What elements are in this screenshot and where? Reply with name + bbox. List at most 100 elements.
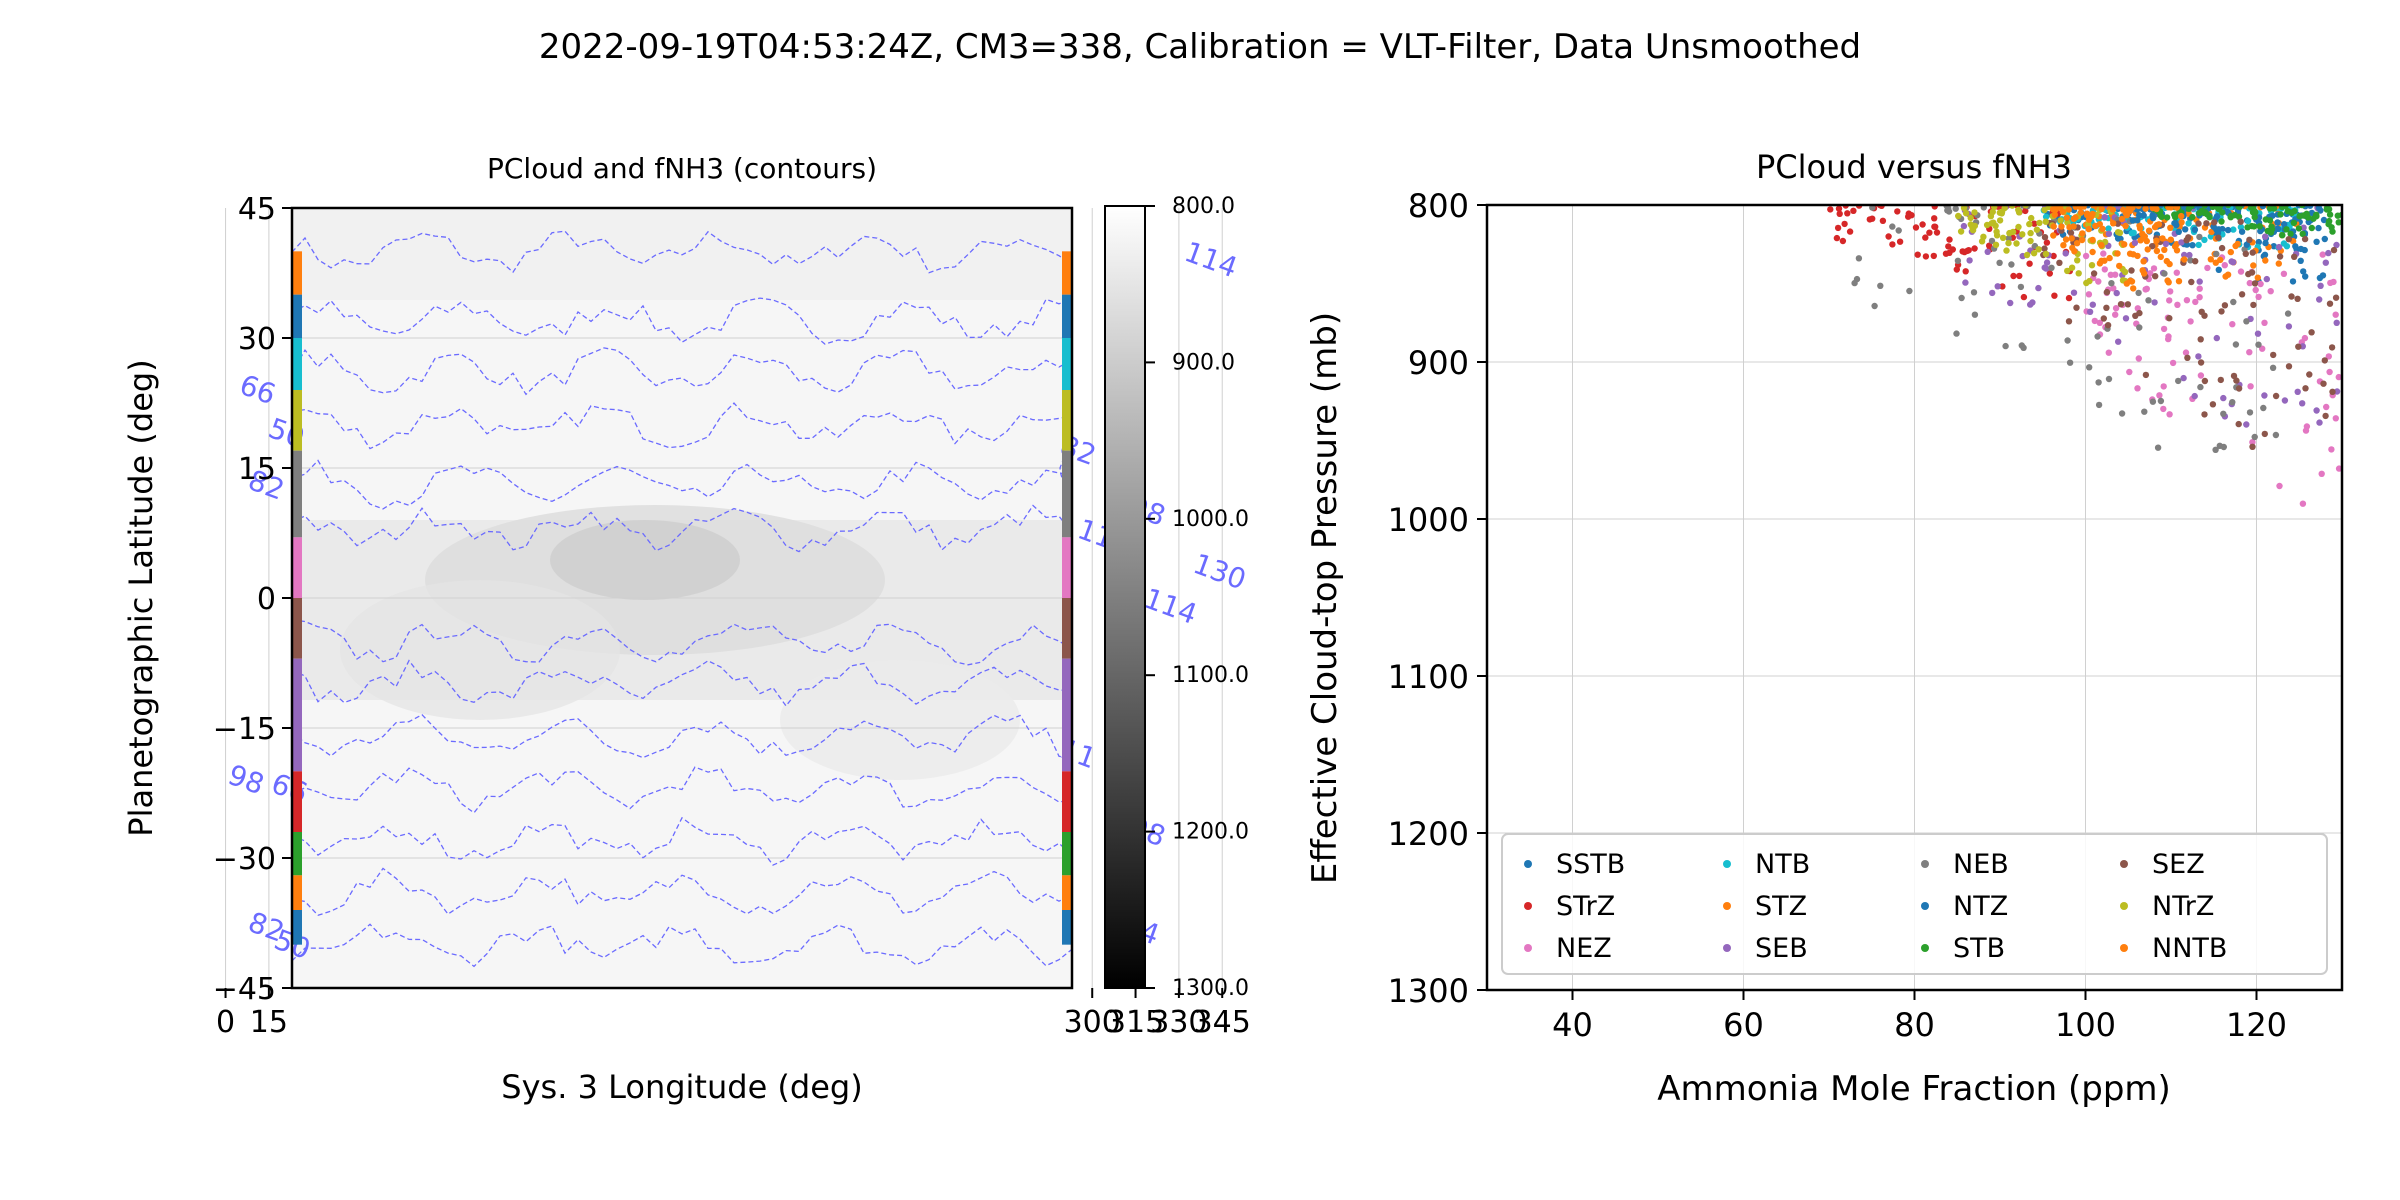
scatter-point-sez xyxy=(2238,291,2246,298)
scatter-point-nez xyxy=(2325,353,2332,360)
scatter-point-neb xyxy=(2086,364,2093,371)
scatter-point-ntrz xyxy=(2005,239,2012,247)
scatter-point-sstb xyxy=(2261,251,2269,258)
scatter-point-seb xyxy=(2196,278,2203,285)
scatter-point-seb xyxy=(2178,239,2185,246)
scatter-point-sez xyxy=(2272,392,2280,400)
scatter-point-sez xyxy=(2230,372,2238,380)
legend-marker-stz xyxy=(1723,902,1731,910)
scatter-point-ntrz xyxy=(2033,226,2041,233)
colorbar-gradient xyxy=(1104,205,1146,989)
scatter-point-nntb xyxy=(2163,257,2170,265)
scatter-point-strz xyxy=(2051,292,2058,299)
contour-label: 114 xyxy=(1140,582,1202,631)
scatter-point-nez xyxy=(2183,297,2191,304)
scatter-point-seb xyxy=(2180,374,2187,382)
scatter-point-ntz xyxy=(2136,212,2143,219)
scatter-point-strz xyxy=(1879,217,1887,224)
scatter-point-nez xyxy=(2335,465,2342,472)
scatter-point-seb xyxy=(2316,419,2323,426)
scatter-y-tick-label: 800 xyxy=(1408,187,1469,225)
scatter-point-neb xyxy=(2048,264,2055,271)
legend-marker-ntb xyxy=(1723,860,1731,868)
scatter-point-nez xyxy=(2204,264,2211,272)
scatter-point-ntrz xyxy=(1960,205,1968,212)
scatter-point-nez xyxy=(2299,500,2307,507)
scatter-point-sez xyxy=(2294,295,2301,302)
legend-marker-nntb xyxy=(2120,944,2128,952)
scatter-point-nntb xyxy=(2114,250,2121,257)
scatter-point-strz xyxy=(1922,253,1930,260)
colorbar-tick-label: 1200.0 xyxy=(1172,820,1249,845)
scatter-point-ntz xyxy=(2262,239,2269,247)
band-bar-left-stz xyxy=(292,875,302,910)
scatter-point-nntb xyxy=(2121,241,2128,248)
scatter-point-strz xyxy=(1999,283,2006,290)
scatter-point-stz xyxy=(2207,256,2214,263)
scatter-point-ntz xyxy=(2292,243,2299,250)
scatter-point-stb xyxy=(2157,212,2164,219)
scatter-point-sez xyxy=(2320,380,2327,387)
scatter-point-stb xyxy=(2266,217,2274,224)
contour-line xyxy=(292,816,1072,866)
contour-line xyxy=(292,402,1072,450)
scatter-point-neb xyxy=(1871,302,1878,310)
scatter-point-stz xyxy=(2173,241,2180,248)
scatter-point-nntb xyxy=(2089,236,2096,244)
scatter-point-nez xyxy=(2332,311,2339,318)
scatter-point-seb xyxy=(2122,315,2130,322)
scatter-point-ntrz xyxy=(2088,262,2096,269)
scatter-point-ntrz xyxy=(2035,246,2042,253)
scatter-x-tick-label: 40 xyxy=(1552,1006,1593,1044)
legend-frame xyxy=(1501,833,2328,975)
scatter-point-stz xyxy=(2262,257,2269,264)
scatter-point-stz xyxy=(2119,206,2127,213)
scatter-point-sez xyxy=(2103,304,2110,311)
scatter-point-ntrz xyxy=(1971,209,1978,216)
scatter-point-nez xyxy=(2187,318,2194,325)
band-bar-right-sstb xyxy=(1062,910,1072,945)
scatter-point-nntb xyxy=(2098,241,2105,249)
scatter-point-nez xyxy=(2237,268,2245,275)
scatter-y-tick-label: 900 xyxy=(1408,344,1469,382)
scatter-point-nez xyxy=(2165,335,2172,343)
scatter-point-ntb xyxy=(2042,213,2050,220)
scatter-point-seb xyxy=(1994,283,2001,290)
scatter-point-seb xyxy=(2317,282,2324,289)
scatter-point-nez xyxy=(2302,427,2310,434)
scatter-point-seb xyxy=(2262,233,2269,240)
scatter-y-tick-label: 1000 xyxy=(1388,501,1469,539)
scatter-point-nntb xyxy=(2144,246,2151,253)
scatter-x-tick-label: 80 xyxy=(1894,1006,1935,1044)
scatter-point-neb xyxy=(1906,287,1913,295)
scatter-point-seb xyxy=(2316,296,2323,303)
scatter-point-nntb xyxy=(2085,216,2093,223)
scatter-point-nntb xyxy=(2110,220,2117,227)
scatter-point-neb xyxy=(1851,279,1858,287)
scatter-point-seb xyxy=(2070,289,2078,296)
scatter-point-sstb xyxy=(2255,238,2262,246)
scatter-point-nez xyxy=(2267,288,2274,295)
scatter-point-stb xyxy=(2288,209,2295,216)
scatter-point-ntrz xyxy=(2042,218,2049,225)
scatter-point-ntrz xyxy=(1962,210,1970,217)
scatter-point-stz xyxy=(2275,260,2282,267)
scatter-point-seb xyxy=(2191,392,2198,400)
scatter-point-stb xyxy=(2295,225,2303,232)
legend-label-strz: STrZ xyxy=(1556,891,1615,922)
scatter-point-neb xyxy=(1895,227,1902,234)
scatter-point-sez xyxy=(2221,302,2229,309)
scatter-point-sez xyxy=(2056,259,2063,266)
scatter-point-neb xyxy=(2220,443,2227,451)
scatter-point-strz xyxy=(1894,208,1901,215)
scatter-point-nez xyxy=(2112,311,2119,318)
scatter-point-sstb xyxy=(2215,266,2222,273)
scatter-point-nntb xyxy=(2068,235,2075,242)
scatter-point-sez xyxy=(2235,420,2242,428)
band-bar-right-nntb xyxy=(1062,251,1072,295)
scatter-point-strz xyxy=(1971,245,1978,252)
scatter-point-ntrz xyxy=(1980,233,1987,240)
scatter-point-sez xyxy=(2329,388,2336,395)
scatter-point-neb xyxy=(2154,444,2162,451)
